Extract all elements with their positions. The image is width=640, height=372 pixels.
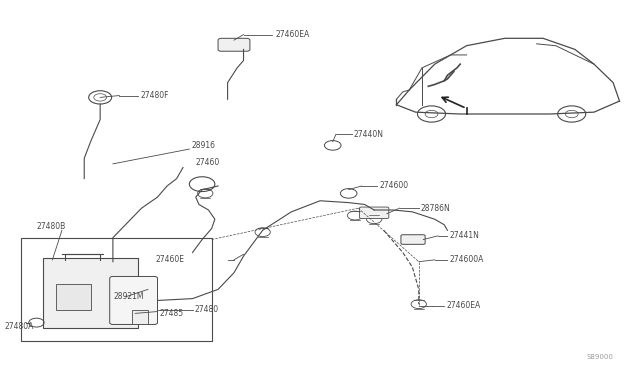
- FancyBboxPatch shape: [43, 258, 138, 328]
- Text: 27480: 27480: [195, 305, 219, 314]
- Text: 274600A: 274600A: [449, 255, 484, 264]
- Text: 28921M: 28921M: [113, 292, 144, 301]
- Text: 274600: 274600: [380, 182, 408, 190]
- FancyBboxPatch shape: [401, 235, 425, 244]
- Text: 27480A: 27480A: [4, 322, 34, 331]
- Text: 27485: 27485: [159, 309, 184, 318]
- FancyBboxPatch shape: [132, 310, 148, 324]
- FancyBboxPatch shape: [360, 207, 389, 218]
- Text: 27440N: 27440N: [354, 130, 384, 139]
- FancyBboxPatch shape: [56, 284, 91, 310]
- FancyBboxPatch shape: [109, 276, 157, 324]
- Text: 27460EA: 27460EA: [446, 301, 481, 311]
- Text: 27460: 27460: [196, 157, 220, 167]
- Text: 27480F: 27480F: [140, 91, 169, 100]
- Text: 27460EA: 27460EA: [275, 30, 310, 39]
- Text: 28916: 28916: [191, 141, 215, 150]
- Text: 27441N: 27441N: [449, 231, 479, 240]
- Text: 27480B: 27480B: [36, 222, 66, 231]
- Text: S89000: S89000: [586, 353, 613, 359]
- Text: 27460E: 27460E: [156, 255, 185, 264]
- FancyBboxPatch shape: [218, 38, 250, 51]
- Text: 28786N: 28786N: [420, 203, 451, 213]
